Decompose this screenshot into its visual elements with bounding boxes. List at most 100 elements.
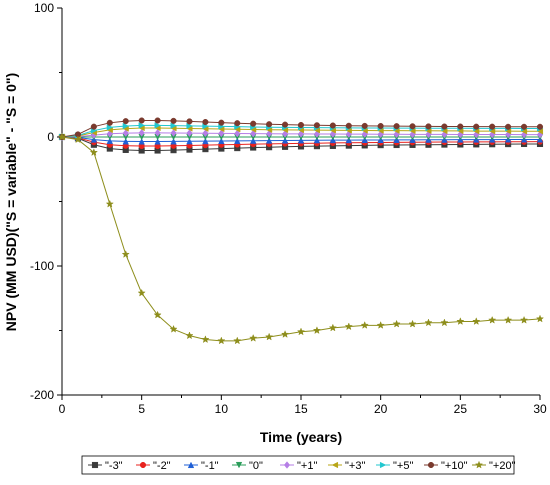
data-point	[264, 332, 274, 341]
data-point	[328, 323, 338, 332]
data-point	[217, 336, 226, 345]
data-point	[361, 122, 368, 129]
data-point	[186, 122, 193, 130]
data-point	[376, 320, 385, 329]
data-point	[377, 122, 384, 130]
data-point	[521, 123, 528, 130]
data-point	[106, 119, 113, 126]
x-tick-label: 10	[215, 402, 229, 416]
legend-label: "-2"	[153, 460, 171, 472]
data-point	[106, 137, 114, 144]
data-point	[154, 117, 161, 124]
data-point	[218, 119, 225, 126]
data-point	[505, 123, 512, 130]
legend-marker	[91, 461, 99, 469]
data-point	[250, 120, 257, 127]
data-point	[503, 315, 513, 324]
series-line	[61, 136, 541, 342]
data-point	[408, 319, 417, 328]
data-point	[201, 335, 210, 344]
data-point	[249, 333, 258, 342]
y-tick-label: -100	[30, 259, 54, 273]
data-point	[234, 137, 241, 144]
legend-marker	[474, 460, 484, 469]
legend-label: "0"	[249, 460, 263, 472]
y-tick-label: 100	[34, 1, 54, 15]
legend-item: "+3"	[328, 460, 365, 472]
data-point	[473, 123, 480, 130]
data-point	[393, 123, 400, 130]
data-point	[519, 315, 529, 324]
data-point	[297, 130, 305, 138]
data-point	[249, 137, 257, 144]
data-point	[170, 138, 177, 145]
legend-label: "-1"	[201, 460, 219, 472]
data-point	[121, 250, 130, 258]
data-point	[329, 122, 336, 129]
data-point	[202, 129, 209, 138]
data-point	[218, 137, 225, 145]
legend-item: "+10"	[424, 460, 468, 472]
data-point	[122, 118, 129, 125]
data-point	[170, 122, 177, 129]
data-point	[138, 122, 146, 129]
data-point	[488, 315, 497, 324]
x-tick-label: 0	[59, 402, 66, 416]
data-point	[296, 327, 306, 336]
data-point	[185, 331, 194, 340]
data-point	[329, 130, 336, 138]
y-tick-labels: -200 -100 0 100	[30, 1, 54, 402]
data-point	[202, 137, 209, 145]
data-point	[122, 138, 129, 145]
legend-item: "-3"	[88, 460, 123, 472]
data-point	[89, 148, 99, 156]
data-point	[250, 129, 257, 138]
data-point	[186, 129, 193, 137]
y-tick-label: 0	[47, 130, 54, 144]
data-point	[456, 317, 465, 325]
data-point	[169, 324, 178, 333]
legend-item: "+20"	[472, 460, 516, 472]
data-point	[154, 129, 161, 137]
legend-item: "-2"	[136, 460, 171, 472]
data-point	[312, 326, 322, 335]
data-point	[170, 129, 177, 137]
data-point	[489, 123, 496, 130]
x-tick-label: 25	[454, 402, 468, 416]
x-tick-label: 30	[533, 402, 547, 416]
x-tick-label: 15	[294, 402, 308, 416]
legend-marker	[283, 461, 291, 469]
x-tick-label: 20	[374, 402, 388, 416]
data-point	[409, 123, 416, 130]
legend-marker	[187, 461, 195, 469]
data-point	[281, 137, 289, 144]
data-point	[266, 121, 273, 128]
data-point	[282, 121, 289, 128]
data-point	[440, 318, 449, 327]
data-point	[73, 135, 83, 144]
legend-marker	[235, 461, 243, 469]
data-point	[234, 129, 241, 138]
series-7	[58, 117, 544, 141]
legend-box	[81, 455, 515, 475]
data-point	[57, 132, 67, 141]
series-8	[57, 132, 545, 345]
legend-label: "+5"	[393, 460, 413, 472]
data-point	[202, 118, 209, 126]
data-point	[392, 319, 401, 328]
y-tick-label: -200	[30, 388, 54, 402]
data-point	[472, 317, 481, 325]
legend-label: "+20"	[489, 460, 516, 472]
y-axis-title: NPV (MM USD)("S = variable" - "S = 0")	[3, 73, 19, 331]
data-point	[154, 122, 161, 129]
legend-marker	[427, 461, 435, 469]
data-point	[345, 122, 352, 129]
legend-marker	[379, 461, 387, 469]
data-point	[170, 117, 177, 124]
data-point	[186, 137, 193, 145]
legend-item: "+1"	[280, 460, 317, 472]
data-point	[154, 138, 161, 145]
legend-item: "0"	[232, 460, 263, 472]
series-layer	[57, 117, 545, 345]
